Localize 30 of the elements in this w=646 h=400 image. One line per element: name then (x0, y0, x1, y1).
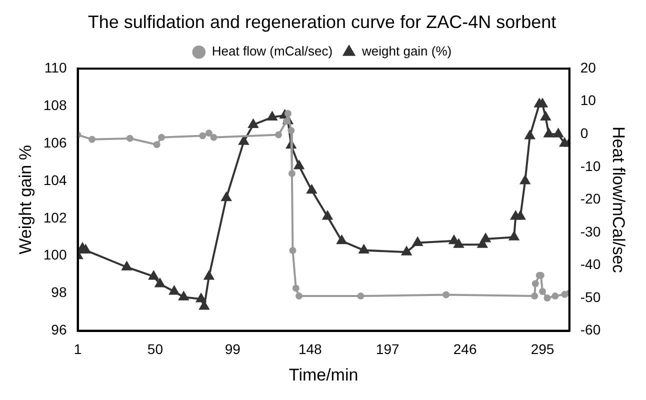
x-tick-label: 295 (530, 341, 554, 358)
legend-label: Heat flow (mCal/sec) (212, 44, 333, 59)
y-tick-label: 110 (44, 59, 67, 76)
y2-tick-label: -50 (580, 288, 601, 305)
x-tick-label: 1 (74, 341, 82, 358)
chart-title: The sulfidation and regeneration curve for ZAC-4N sorbent (88, 12, 556, 32)
y2-tick-label: -40 (580, 256, 601, 272)
x-tick-label: 148 (298, 341, 322, 358)
y2-tick-label: 10 (580, 92, 596, 108)
x-tick-label: 246 (453, 341, 477, 358)
legend-label: weight gain (%) (361, 44, 452, 59)
y-tick-label: 108 (43, 96, 67, 113)
y2-tick-label: 20 (580, 59, 596, 76)
y2-tick-label: -60 (580, 322, 601, 338)
y2-tick-label: 0 (580, 125, 588, 142)
y-tick-label: 96 (51, 322, 67, 338)
y-tick-label: 102 (43, 209, 67, 226)
y2-tick-label: -30 (580, 223, 601, 240)
x-tick-label: 99 (224, 341, 241, 358)
y2-axis-title: Heat flow/mCal/sec (609, 126, 628, 274)
x-tick-label: 50 (147, 341, 164, 358)
y-tick-label: 98 (51, 284, 67, 300)
y-tick-label: 106 (43, 134, 67, 150)
x-axis-title: Time/min (288, 365, 358, 384)
y-axis-title: Weight gain % (16, 145, 35, 254)
y-tick-label: 100 (43, 246, 67, 263)
y-tick-label: 104 (43, 172, 67, 188)
x-tick-label: 197 (376, 341, 400, 358)
y2-tick-label: -10 (580, 158, 601, 174)
y2-tick-label: -20 (580, 190, 601, 207)
